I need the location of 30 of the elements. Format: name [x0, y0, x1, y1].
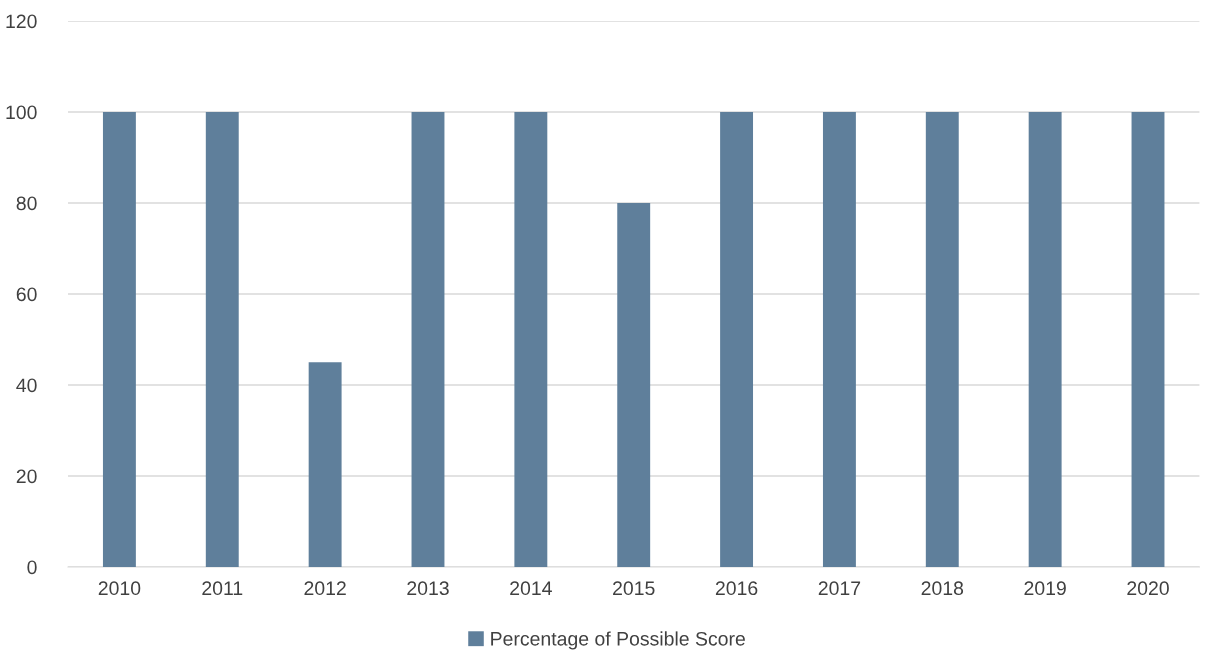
bar	[205, 112, 239, 567]
bar	[411, 112, 445, 567]
bar	[925, 112, 959, 567]
bar	[514, 112, 548, 567]
bar	[308, 362, 342, 567]
y-tick-label: 20	[16, 469, 37, 484]
x-tick-label: 2016	[715, 581, 758, 596]
x-tick-label: 2020	[1127, 581, 1169, 596]
bar	[1028, 112, 1062, 567]
x-tick-label: 2010	[98, 581, 141, 596]
y-tick-label: 100	[6, 105, 37, 120]
bar	[720, 112, 754, 567]
x-tick-label: 2013	[407, 581, 449, 596]
x-tick-label: 2018	[921, 581, 964, 596]
y-tick-label: 40	[16, 378, 37, 393]
bar	[822, 112, 856, 567]
x-tick-label: 2017	[818, 581, 861, 596]
y-tick-label: 60	[16, 287, 37, 302]
bar	[102, 112, 136, 567]
y-tick-label: 0	[27, 560, 37, 575]
x-tick-label: 2014	[510, 581, 552, 596]
y-tick-label: 120	[6, 14, 37, 29]
x-tick-label: 2011	[202, 581, 243, 596]
y-tick-label: 80	[16, 196, 37, 211]
x-tick-label: 2015	[613, 581, 655, 596]
x-tick-label: 2019	[1024, 581, 1066, 596]
legend-label: Percentage of Possible Score	[491, 631, 745, 650]
bar	[617, 202, 651, 567]
x-tick-label: 2012	[304, 581, 346, 596]
bar	[1131, 112, 1165, 567]
